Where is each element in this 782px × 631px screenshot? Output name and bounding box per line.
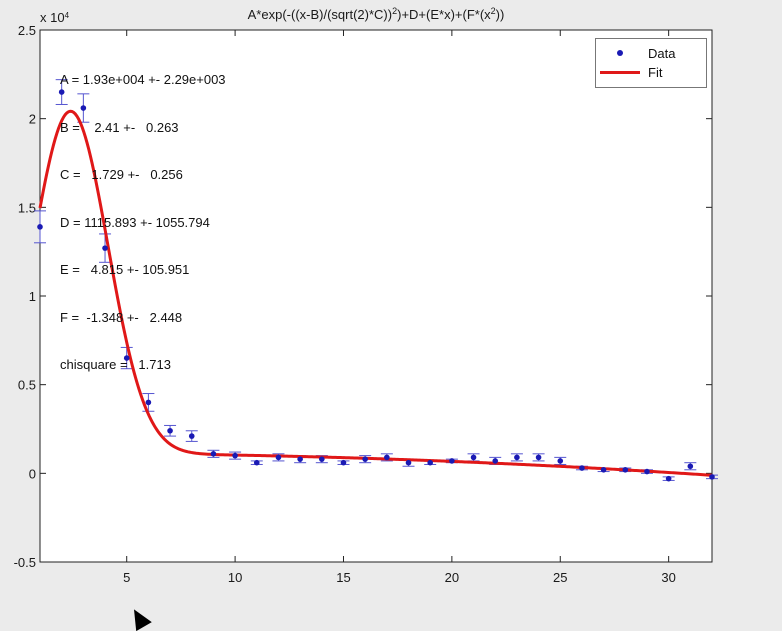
legend-entry-data: Data xyxy=(596,44,675,62)
data-point xyxy=(427,459,433,466)
fit-parameters: A = 1.93e+004 +- 2.29e+003 B = 2.41 +- 0… xyxy=(60,40,226,389)
data-points xyxy=(37,89,715,482)
data-point xyxy=(80,105,87,111)
legend-label-fit: Fit xyxy=(648,64,663,80)
param-a: A = 1.93e+004 +- 2.29e+003 xyxy=(60,72,226,87)
data-point xyxy=(470,454,477,461)
data-point xyxy=(492,458,499,464)
data-point xyxy=(340,459,347,466)
data-point xyxy=(123,355,130,361)
data-point xyxy=(253,459,260,466)
y-tick-label: -0.5 xyxy=(14,555,36,570)
legend-label-data: Data xyxy=(648,45,676,61)
data-point xyxy=(362,456,368,462)
legend: Data Fit xyxy=(595,38,707,88)
data-point xyxy=(405,459,412,466)
x-tick-label: 10 xyxy=(228,570,242,585)
y-tick-label: 0.5 xyxy=(18,378,36,393)
data-point xyxy=(709,474,715,480)
data-point xyxy=(297,456,303,462)
fit-line-icon xyxy=(600,70,640,74)
data-point xyxy=(102,245,108,251)
param-c: C = 1.729 +- 0.256 xyxy=(60,167,183,182)
data-point xyxy=(384,454,390,461)
data-point xyxy=(665,475,672,482)
data-point xyxy=(167,427,173,434)
data-point xyxy=(37,224,43,230)
param-e: E = 4.815 +- 105.951 xyxy=(60,262,190,277)
y-tick-label: 2 xyxy=(29,112,36,127)
data-point xyxy=(145,399,152,406)
x-tick-label: 30 xyxy=(661,570,675,585)
data-point xyxy=(188,433,195,439)
y-tick-label: 1.5 xyxy=(18,200,36,215)
fit-curve xyxy=(38,109,713,477)
param-f: F = -1.348 +- 2.448 xyxy=(60,309,183,325)
data-marker-icon xyxy=(617,50,623,56)
data-point xyxy=(600,466,607,473)
data-point xyxy=(58,89,65,95)
x-tick-label: 20 xyxy=(445,570,459,585)
data-point xyxy=(644,468,650,475)
plot-area xyxy=(39,29,713,563)
data-point xyxy=(535,454,542,461)
data-point xyxy=(232,452,238,459)
data-point xyxy=(319,456,325,462)
x-tick-label: 25 xyxy=(553,570,567,585)
x-tick-label: 5 xyxy=(123,570,130,585)
chisquare: chisquare = 1.713 xyxy=(60,357,171,372)
data-point xyxy=(275,454,282,461)
param-d: D = 1115.893 +- 1055.794 xyxy=(60,214,210,230)
data-point xyxy=(579,465,585,471)
fit-line xyxy=(38,109,713,477)
data-point xyxy=(514,454,520,461)
chart-title: A*exp(-((x-B)/(sqrt(2)*C))2)+D+(E*x)+(F*… xyxy=(248,6,505,22)
x-tick-label: 15 xyxy=(336,570,350,585)
data-point xyxy=(687,463,694,470)
data-point xyxy=(449,458,455,464)
y-tick-label: 1 xyxy=(29,289,36,304)
data-point xyxy=(622,466,629,473)
y-tick-label: 2.5 xyxy=(18,23,36,38)
y-tick-label: 0 xyxy=(29,466,36,481)
legend-entry-fit: Fit xyxy=(596,63,662,81)
y-exponent-label: x 104 xyxy=(40,10,70,25)
param-b: B = 2.41 +- 0.263 xyxy=(60,119,179,135)
data-point xyxy=(210,451,217,457)
data-point xyxy=(557,458,564,464)
axes: 5 10 15 20 25 30 -0.5 0 0.5 1 1.5 2 2.5 xyxy=(14,23,712,585)
